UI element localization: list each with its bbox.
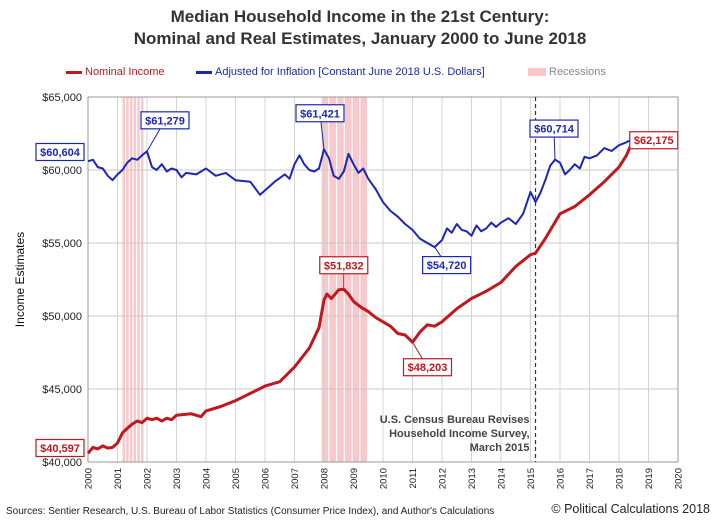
- recession-band-1: [122, 97, 144, 462]
- y-tick-label: $55,000: [42, 238, 82, 250]
- data-label-group: $48,203: [402, 341, 453, 377]
- data-label-group: $62,175: [629, 131, 679, 150]
- series-line-nominal: [86, 137, 636, 455]
- legend-item-recessions: Recessions: [528, 66, 606, 78]
- census-revision-note: U.S. Census Bureau Revises: [380, 414, 530, 426]
- recession-stripe: [133, 97, 137, 462]
- recession-band-2: [321, 97, 368, 462]
- data-label-group: $61,279: [140, 111, 190, 152]
- x-tick-label: 2009: [349, 468, 360, 489]
- legend-swatch-real: [196, 70, 212, 74]
- x-tick-label: 2007: [290, 468, 301, 489]
- x-tick-label: 2018: [615, 468, 626, 489]
- x-tick-label: 2010: [379, 468, 390, 489]
- legend-item-real: Adjusted for Inflation [Constant June 20…: [196, 66, 485, 78]
- x-tick-label: 2000: [84, 468, 95, 489]
- data-label-box: [35, 142, 85, 162]
- x-tick-label: 2002: [143, 468, 154, 489]
- x-tick-label: 2012: [438, 468, 449, 489]
- data-label: $51,832: [324, 260, 364, 272]
- data-label-group: $60,714: [529, 119, 579, 160]
- chart-title-line2: Nominal and Real Estimates, January 2000…: [133, 29, 587, 48]
- recession-stripe: [129, 97, 133, 462]
- legend-label-nominal: Nominal Income: [85, 66, 165, 78]
- x-tick-label: 2014: [497, 468, 508, 489]
- copyright-note: © Political Calculations 2018: [551, 502, 710, 516]
- data-label-group: $51,832: [319, 256, 369, 290]
- y-tick-label: $50,000: [42, 311, 82, 323]
- x-tick-label: 2019: [644, 468, 655, 489]
- legend-label-real: Adjusted for Inflation [Constant June 20…: [215, 66, 485, 78]
- x-tick-label: 2008: [320, 468, 331, 489]
- census-revision-note: Household Income Survey,: [389, 428, 529, 440]
- census-revision-note: March 2015: [470, 442, 530, 454]
- x-tick-label: 2013: [467, 468, 478, 489]
- x-tick-label: 2006: [261, 468, 272, 489]
- legend-swatch-nominal: [66, 70, 82, 74]
- data-label: $40,597: [40, 443, 80, 455]
- legend-swatch-recessions: [528, 68, 546, 76]
- recession-stripe: [337, 97, 344, 462]
- x-tick-label: 2004: [202, 468, 213, 489]
- recession-stripe: [352, 97, 360, 462]
- data-label-box: [422, 255, 472, 275]
- y-tick-label: $45,000: [42, 384, 82, 396]
- y-axis-label: Income Estimates: [13, 232, 27, 327]
- data-label-group: $60,604: [35, 142, 85, 162]
- x-tick-label: 2001: [113, 468, 124, 489]
- plot-frame: [87, 96, 679, 463]
- data-label-box: [35, 438, 85, 458]
- data-label: $54,720: [427, 260, 467, 272]
- chart-title: Median Household Income in the 21st Cent…: [0, 6, 720, 50]
- x-tick-label: 2016: [556, 468, 567, 489]
- series-line-real: [87, 137, 635, 249]
- recession-stripe: [137, 97, 140, 462]
- recession-stripe: [344, 97, 352, 462]
- legend-label-recessions: Recessions: [549, 66, 606, 78]
- x-tick-label: 2015: [526, 468, 537, 489]
- recession-stripe: [329, 97, 336, 462]
- x-tick-label: 2017: [585, 468, 596, 489]
- data-label-group: $40,597: [35, 438, 85, 458]
- x-tick-label: 2020: [674, 468, 685, 489]
- y-tick-label: $40,000: [42, 457, 82, 469]
- data-label-box: [319, 256, 369, 275]
- x-tick-label: 2011: [408, 468, 419, 488]
- y-tick-label: $60,000: [42, 165, 82, 177]
- chart-legend: Nominal Income Adjusted for Inflation [C…: [0, 66, 720, 80]
- chart-title-line1: Median Household Income in the 21st Cent…: [170, 7, 550, 26]
- data-label: $61,279: [145, 115, 185, 127]
- data-label: $62,175: [634, 135, 674, 147]
- data-label-box: [295, 104, 345, 123]
- data-label: $60,714: [534, 124, 575, 136]
- data-label-group: $54,720: [422, 246, 472, 275]
- recession-stripe: [360, 97, 368, 462]
- recession-stripe: [321, 97, 329, 462]
- data-label-group: $61,421: [295, 104, 345, 150]
- recession-stripe: [126, 97, 129, 462]
- data-label-box: [402, 358, 453, 377]
- x-tick-label: 2003: [172, 468, 183, 489]
- data-label: $61,421: [300, 108, 340, 120]
- recession-stripe: [140, 97, 144, 462]
- recession-stripe: [122, 97, 126, 462]
- legend-item-nominal: Nominal Income: [66, 66, 164, 78]
- data-label: $60,604: [40, 147, 81, 159]
- data-label-box: [629, 131, 679, 150]
- data-label-box: [140, 111, 190, 130]
- source-note: Sources: Sentier Research, U.S. Bureau o…: [6, 506, 495, 517]
- y-tick-label: $65,000: [42, 92, 82, 104]
- data-label: $48,203: [408, 362, 448, 374]
- x-tick-label: 2005: [231, 468, 242, 489]
- data-label-box: [529, 119, 579, 138]
